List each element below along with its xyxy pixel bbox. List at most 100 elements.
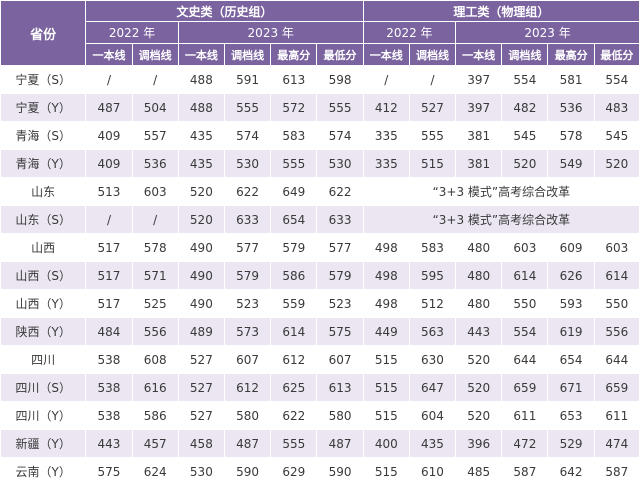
arts-score-cell: 577 bbox=[223, 233, 272, 262]
arts-score-cell: 488 bbox=[177, 65, 225, 94]
col-header-adjust-line: 调档线 bbox=[131, 43, 179, 66]
science-score-cell: 515 bbox=[362, 457, 410, 486]
science-group-header: 理工类（物理组） bbox=[362, 0, 640, 22]
arts-score-cell: 578 bbox=[131, 233, 179, 262]
science-score-cell: 515 bbox=[362, 345, 410, 374]
reform-note-cell: “3+3 模式”高考综合改革 bbox=[362, 177, 640, 206]
col-header-max-score: 最高分 bbox=[547, 43, 595, 66]
science-score-cell: 482 bbox=[501, 93, 549, 122]
science-score-cell: 512 bbox=[408, 289, 457, 318]
col-header-adjust-line: 调档线 bbox=[223, 43, 272, 66]
arts-score-cell: 488 bbox=[177, 93, 225, 122]
science-score-cell: 498 bbox=[362, 233, 410, 262]
arts-score-cell: 409 bbox=[85, 149, 133, 178]
science-score-cell: 400 bbox=[362, 429, 410, 458]
science-score-cell: 536 bbox=[547, 93, 595, 122]
col-header-tier1-line: 一本线 bbox=[362, 43, 410, 66]
science-score-cell: 578 bbox=[547, 121, 595, 150]
science-score-cell: 498 bbox=[362, 261, 410, 290]
science-score-cell: 335 bbox=[362, 149, 410, 178]
arts-score-cell: 458 bbox=[177, 429, 225, 458]
province-header: 省份 bbox=[0, 0, 87, 66]
arts-score-cell: 624 bbox=[131, 457, 179, 486]
arts-score-cell: / bbox=[131, 205, 179, 234]
arts-score-cell: 513 bbox=[85, 177, 133, 206]
arts-score-cell: 435 bbox=[177, 149, 225, 178]
col-header-tier1-line: 一本线 bbox=[85, 43, 133, 66]
arts-score-cell: 490 bbox=[177, 261, 225, 290]
province-cell: 宁夏（Y） bbox=[0, 93, 87, 122]
science-2023-header: 2023 年 bbox=[455, 21, 640, 44]
science-score-cell: 412 bbox=[362, 93, 410, 122]
table-row: 陕西（Y） 484 556 489 573 614 575 449 563 443 554 619 55… bbox=[0, 317, 640, 346]
science-score-cell: 626 bbox=[547, 261, 595, 290]
arts-score-cell: 520 bbox=[177, 177, 225, 206]
science-score-cell: 603 bbox=[593, 233, 640, 262]
science-score-cell: 647 bbox=[408, 373, 457, 402]
arts-score-cell: 574 bbox=[316, 121, 364, 150]
col-header-max-score: 最高分 bbox=[270, 43, 318, 66]
arts-score-cell: 580 bbox=[223, 401, 272, 430]
province-cell: 青海（Y） bbox=[0, 149, 87, 178]
province-cell: 青海（S） bbox=[0, 121, 87, 150]
arts-score-cell: 443 bbox=[85, 429, 133, 458]
science-score-cell: 593 bbox=[547, 289, 595, 318]
arts-score-cell: / bbox=[85, 205, 133, 234]
science-score-cell: 604 bbox=[408, 401, 457, 430]
arts-score-cell: 586 bbox=[270, 261, 318, 290]
arts-score-cell: 559 bbox=[270, 289, 318, 318]
arts-2022-header: 2022 年 bbox=[85, 21, 179, 44]
table-row: 山西（S） 517 571 490 579 586 579 498 595 480 614 626 61… bbox=[0, 261, 640, 290]
province-cell: 陕西（Y） bbox=[0, 317, 87, 346]
arts-score-cell: 555 bbox=[270, 149, 318, 178]
science-score-cell: 556 bbox=[593, 317, 640, 346]
science-score-cell: 609 bbox=[547, 233, 595, 262]
table-row: 青海（Y） 409 536 435 530 555 530 335 515 381 520 549 52… bbox=[0, 149, 640, 178]
science-score-cell: 515 bbox=[362, 373, 410, 402]
arts-score-cell: 625 bbox=[270, 373, 318, 402]
arts-score-cell: 613 bbox=[316, 373, 364, 402]
science-score-cell: 644 bbox=[501, 345, 549, 374]
province-cell: 宁夏（S） bbox=[0, 65, 87, 94]
province-cell: 新疆（Y） bbox=[0, 429, 87, 458]
arts-score-cell: 530 bbox=[223, 149, 272, 178]
arts-score-cell: 573 bbox=[223, 317, 272, 346]
table-row: 四川 538 608 527 607 612 607 515 630 520 644 654 644 bbox=[0, 345, 640, 374]
arts-score-cell: 613 bbox=[270, 65, 318, 94]
science-score-cell: 603 bbox=[501, 233, 549, 262]
col-header-tier1-line: 一本线 bbox=[177, 43, 225, 66]
science-score-cell: 581 bbox=[547, 65, 595, 94]
table-row: 青海（S） 409 557 435 574 583 574 335 555 381 545 578 54… bbox=[0, 121, 640, 150]
science-score-cell: 545 bbox=[501, 121, 549, 150]
science-score-cell: 659 bbox=[593, 373, 640, 402]
arts-score-cell: 504 bbox=[131, 93, 179, 122]
arts-score-cell: 579 bbox=[223, 261, 272, 290]
arts-score-cell: 517 bbox=[85, 261, 133, 290]
arts-score-cell: 577 bbox=[316, 233, 364, 262]
arts-score-cell: 586 bbox=[131, 401, 179, 430]
table-row: 四川（Y） 538 586 527 580 622 580 515 604 520 611 653 61… bbox=[0, 401, 640, 430]
arts-score-cell: 517 bbox=[85, 289, 133, 318]
arts-score-cell: 629 bbox=[270, 457, 318, 486]
arts-score-cell: 530 bbox=[177, 457, 225, 486]
arts-score-cell: 574 bbox=[223, 121, 272, 150]
arts-score-cell: 555 bbox=[270, 429, 318, 458]
science-score-cell: 435 bbox=[408, 429, 457, 458]
arts-score-cell: 622 bbox=[316, 177, 364, 206]
arts-score-cell: 583 bbox=[270, 121, 318, 150]
arts-score-cell: 536 bbox=[131, 149, 179, 178]
science-score-cell: 550 bbox=[501, 289, 549, 318]
science-score-cell: 555 bbox=[408, 121, 457, 150]
arts-score-cell: 520 bbox=[177, 205, 225, 234]
science-score-cell: 644 bbox=[593, 345, 640, 374]
arts-score-cell: 603 bbox=[131, 177, 179, 206]
science-score-cell: 671 bbox=[547, 373, 595, 402]
science-score-cell: / bbox=[362, 65, 410, 94]
arts-score-cell: 556 bbox=[131, 317, 179, 346]
science-score-cell: 449 bbox=[362, 317, 410, 346]
science-score-cell: 381 bbox=[455, 149, 503, 178]
table-row: 四川（S） 538 616 527 612 625 613 515 647 520 659 671 65… bbox=[0, 373, 640, 402]
arts-score-cell: 557 bbox=[131, 121, 179, 150]
science-score-cell: 595 bbox=[408, 261, 457, 290]
science-score-cell: 485 bbox=[455, 457, 503, 486]
